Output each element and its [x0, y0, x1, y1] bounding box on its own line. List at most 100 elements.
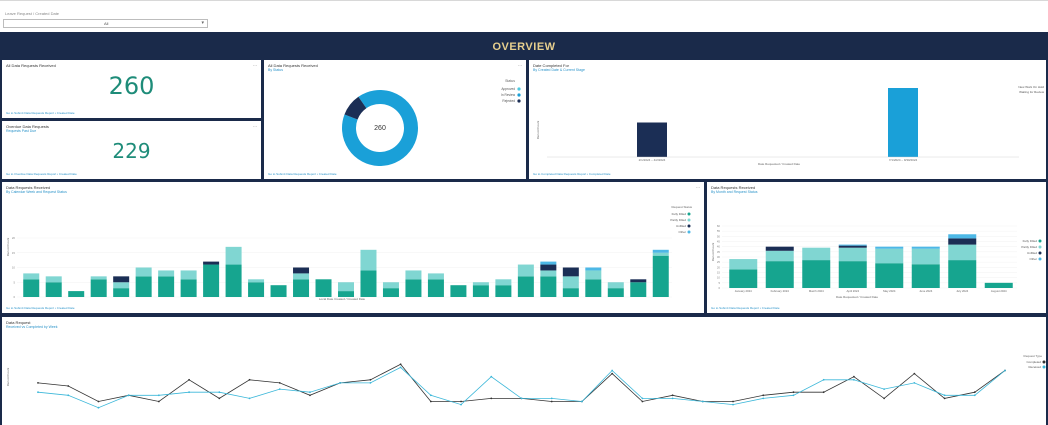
y-axis-label: Record Count [711, 243, 715, 262]
legend-title: Status [505, 79, 515, 83]
bar-segment [495, 285, 512, 297]
menu-icon[interactable]: ⋯ [696, 185, 700, 190]
data-point [913, 382, 916, 384]
card-footer-link[interactable]: Go to Submit Data Requests Report • Crea… [268, 172, 337, 176]
donut-chart: 260 Status Approved In Review Rejected [342, 79, 521, 166]
data-point [641, 400, 644, 403]
data-point [369, 382, 372, 384]
legend-title: Request Type [1024, 354, 1043, 358]
card-title: Data Request [6, 320, 31, 325]
bar-segment [248, 279, 265, 283]
y-tick-label: 10 [12, 266, 16, 270]
date-filter-select[interactable]: All ▾ [3, 19, 208, 28]
y-tick-label: 15 [12, 251, 16, 255]
bar-segment [360, 270, 377, 297]
y-tick-label: 0 [718, 286, 720, 290]
legend-swatch [687, 224, 691, 228]
bar-segment [911, 248, 940, 265]
data-point [309, 394, 311, 397]
data-point [641, 397, 644, 400]
bar-segment [338, 291, 354, 297]
bar-segment [293, 267, 310, 274]
data-point [460, 403, 462, 406]
data-point [339, 382, 342, 384]
bar-segment [630, 279, 647, 283]
bar-segment [838, 261, 867, 288]
legend-swatch [517, 87, 521, 91]
bar-segment [270, 285, 287, 297]
bar-segment [562, 276, 579, 289]
filter-bar: Leave Request / Created Date All ▾ [0, 0, 1048, 34]
card-footer-link[interactable]: Go to Overdue Data Requests Report • Cre… [6, 172, 77, 176]
filter-value: All [104, 21, 109, 26]
weekly-stacked-bar-chart: Record Count Local Date Created / Create… [6, 205, 692, 301]
series-line-received [37, 366, 1006, 409]
data-point [67, 385, 70, 387]
kpi-value-total: 260 [108, 72, 155, 100]
bar-segment [585, 279, 602, 297]
bar-segment [90, 276, 107, 280]
legend-label: Fully Filled [672, 212, 687, 216]
data-point [399, 366, 402, 369]
bar-segment [90, 279, 107, 297]
bar-segment [607, 288, 624, 297]
bar-segment [135, 267, 152, 277]
data-point [883, 388, 886, 390]
bar-segment [540, 264, 557, 271]
bar-segment [382, 288, 399, 297]
legend-swatch [1038, 239, 1042, 243]
card-footer-link[interactable]: Go to Submit Data Requests Report • Crea… [6, 306, 75, 310]
card-footer-link[interactable]: Go to Submit Data Requests Report • Crea… [711, 306, 780, 310]
bar-segment [729, 259, 758, 270]
data-point [37, 382, 39, 384]
y-tick-label: 25 [717, 260, 721, 264]
bar-segment [517, 276, 534, 297]
data-point [913, 372, 916, 375]
bar-segment [802, 260, 831, 288]
legend-label: Other [1029, 257, 1037, 261]
bar-segment [948, 260, 977, 288]
y-tick-label: 45 [717, 240, 721, 244]
bar-segment [450, 285, 467, 297]
data-point [157, 394, 160, 397]
data-point [309, 391, 311, 394]
y-tick-label: 5 [718, 281, 720, 285]
legend-swatch [517, 99, 521, 103]
y-tick-label: 50 [717, 234, 721, 238]
legend-label: New Work On Hold [1018, 85, 1044, 89]
bar-segment [948, 238, 977, 245]
data-point [157, 400, 160, 403]
donut-slice-in-review [342, 90, 418, 166]
card-title: Overdue Data Requests [6, 124, 49, 129]
legend-label: Waiting for Review [1019, 90, 1045, 94]
series-line-completed [37, 363, 1006, 402]
y-tick-label: 10 [717, 276, 721, 280]
data-point [973, 394, 976, 397]
data-point [822, 391, 825, 394]
bar-segment [68, 291, 85, 297]
bar-segment [293, 273, 310, 280]
completed-chart-card: Date Completed For By Created Date & Cur… [529, 60, 1046, 179]
data-point [853, 375, 855, 378]
y-tick-label: 60 [717, 224, 721, 228]
legend-swatch [1038, 251, 1042, 255]
menu-icon[interactable]: ⋯ [253, 124, 257, 129]
legend-label: Completed [1026, 360, 1041, 364]
bar-segment [729, 269, 758, 288]
bar-segment [765, 250, 794, 262]
bar-segment [180, 270, 197, 280]
bar-segment [180, 279, 197, 297]
card-footer-link[interactable]: Go to Completed Data Requests Report • C… [533, 172, 611, 176]
card-footer-link[interactable]: Go to Submit Data Requests Report • Crea… [6, 111, 75, 115]
card-subtitle: Received vs Completed by Week [6, 325, 58, 329]
bar-segment [360, 249, 377, 271]
menu-icon[interactable]: ⋯ [518, 63, 522, 68]
menu-icon[interactable]: ⋯ [253, 63, 257, 68]
x-tick-label: 7/1/2024 – 9/30/2024 [889, 158, 918, 162]
bar-segment [911, 246, 940, 249]
legend-label: Unfilled [1027, 251, 1037, 255]
bar-segment [248, 282, 265, 297]
x-tick-label: August 2024 [991, 289, 1007, 293]
legend-swatch [1038, 245, 1042, 249]
line-chart-card: Data Request Received vs Completed by We… [2, 317, 1046, 425]
